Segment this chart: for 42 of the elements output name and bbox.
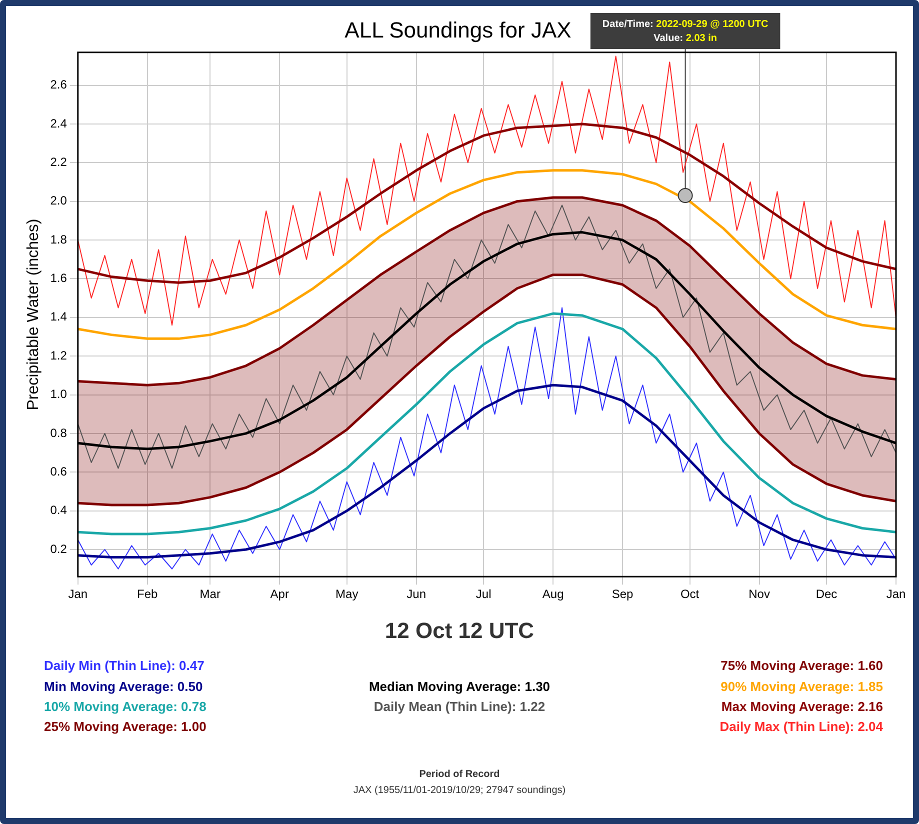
y-tick-label: 1.6 [50,271,68,286]
text: Daily Min (Thin Line): 0.47 [44,658,204,673]
text: Median Moving Average: 1.30 [368,679,550,694]
x-tick-label: Jul [476,587,492,602]
chart-title: ALL Soundings for JAX [344,17,572,42]
text: JAX (1955/11/01-2019/10/29; 27947 soundings) [352,784,567,798]
text: 12 Oct 12 UTC [384,618,536,644]
y-tick-label: 2.6 [50,78,68,92]
text: Period of Record [418,768,501,782]
x-tick-label: Apr [270,587,289,602]
x-tick-label: Dec [816,587,838,602]
y-tick-label: 0.4 [50,503,68,518]
text: Min Moving Average: 0.50 [44,679,203,694]
text: Daily Mean (Thin Line): 1.22 [374,699,546,714]
text: 10% Moving Average: 0.78 [44,699,206,714]
x-tick-label: Jun [406,587,426,602]
annotation: Date/Time: 2022-09-29 @ 1200 UTC Value: 2.03 in [602,18,768,44]
y-tick-label: 2.0 [50,194,68,208]
x-tick-label: Oct [680,587,700,602]
y-tick-label: 0.8 [50,426,68,440]
x-tick-label: Feb [137,587,158,602]
x-tick-label: Jan [68,587,88,602]
y-tick-label: 2.4 [50,116,68,130]
x-tick-label: Nov [748,587,770,602]
text: 90% Moving Average: 1.85 [720,679,883,694]
y-tick-label: 2.2 [50,154,68,169]
y-tick-label: 0.2 [50,542,68,556]
x-tick-label: Mar [200,587,220,602]
text: 25% Moving Average: 1.00 [44,719,206,734]
x-tick-label: Aug [542,587,564,602]
text: 75% Moving Average: 1.60 [720,658,883,673]
x-tick-label: May [336,587,358,602]
x-tick-label: Sep [612,587,634,602]
text: Max Moving Average: 2.16 [721,699,883,714]
y-tick-label: 1.4 [50,310,68,324]
y-tick-label: 1.8 [50,232,68,246]
y-tick-label: 1.2 [50,348,68,362]
y-tick-label: 0.6 [50,464,68,478]
y-tick-label: 1.0 [50,387,68,402]
y-axis-title: Precipitable Water (inches) [25,218,42,410]
text: Daily Max (Thin Line): 2.04 [720,719,883,734]
x-tick-label: Jan [886,587,906,602]
